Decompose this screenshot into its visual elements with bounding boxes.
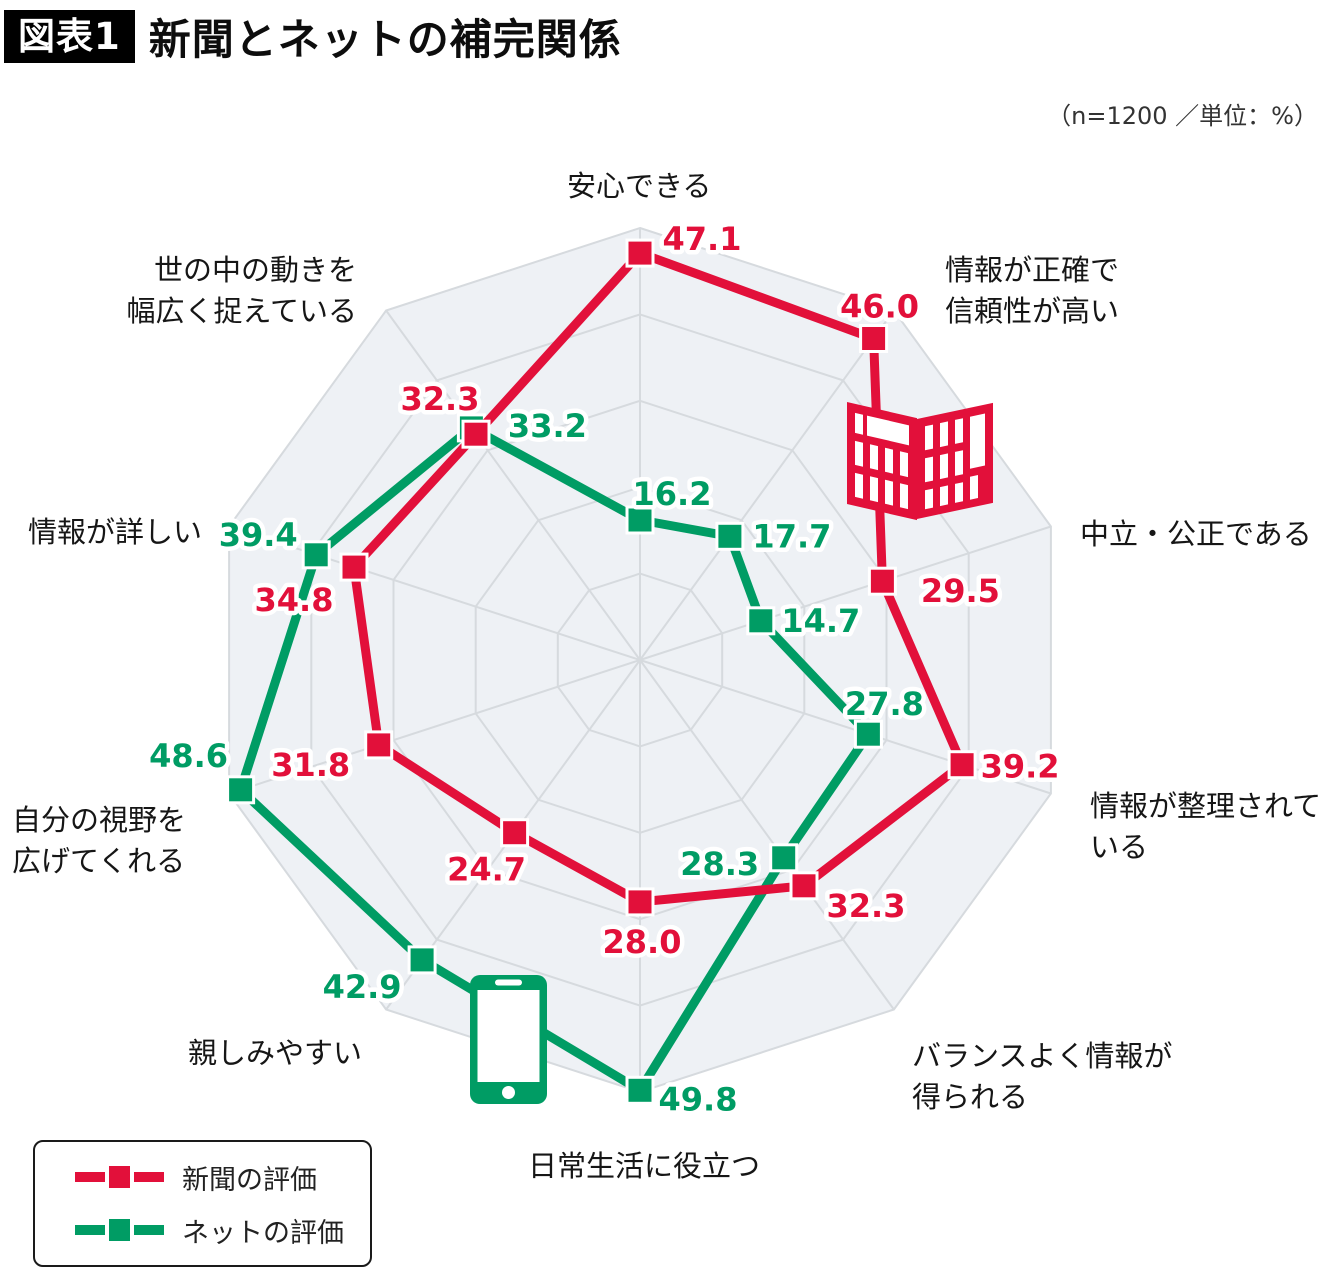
value-label-net-6: 42.9 xyxy=(323,968,402,1006)
value-label-newspaper-0: 47.1 xyxy=(663,220,742,258)
value-label-net-9: 33.2 xyxy=(508,407,587,445)
marker-net-3 xyxy=(853,719,883,749)
net-series-marker xyxy=(75,1219,164,1241)
axis-label-7: 自分の視野を 広げてくれる xyxy=(12,803,187,879)
grid-spoke-4 xyxy=(639,659,895,1011)
value-label-net-7: 48.6 xyxy=(149,737,228,775)
legend-label-net: ネットの評価 xyxy=(182,1217,344,1249)
value-label-newspaper-6: 24.7 xyxy=(447,851,526,889)
value-label-newspaper-7: 31.8 xyxy=(271,746,350,784)
value-label-newspaper-4: 32.3 xyxy=(827,887,906,925)
axis-label-6: 親しみやすい xyxy=(188,1036,363,1070)
marker-newspaper-5 xyxy=(625,887,655,917)
sample-size-note: （n=1200 ／単位：%） xyxy=(1047,102,1318,130)
grid-spoke-3 xyxy=(639,659,1052,795)
legend-item-net: ネットの評価 xyxy=(75,1211,370,1250)
marker-newspaper-7 xyxy=(364,730,394,760)
marker-net-1 xyxy=(715,521,745,551)
value-label-newspaper-8: 34.8 xyxy=(255,581,334,619)
value-label-net-5: 49.8 xyxy=(659,1080,738,1118)
marker-net-8 xyxy=(301,540,331,570)
axis-label-2: 中立・公正である xyxy=(1080,517,1312,551)
value-label-net-2: 14.7 xyxy=(781,602,860,640)
grid-spoke-1 xyxy=(639,309,895,661)
marker-net-5 xyxy=(625,1075,655,1105)
axis-label-4: バランスよく情報が 得られる xyxy=(912,1039,1173,1115)
marker-newspaper-6 xyxy=(500,818,530,848)
value-label-newspaper-5: 28.0 xyxy=(603,923,682,961)
value-label-net-8: 39.4 xyxy=(219,516,298,554)
axis-label-1: 情報が正確で 信頼性が高い xyxy=(945,253,1120,329)
grid-spoke-9 xyxy=(385,309,641,661)
legend-item-newspaper: 新聞の評価 xyxy=(75,1158,370,1197)
marker-newspaper-3 xyxy=(947,750,977,780)
legend-box: 新聞の評価 ネットの評価 xyxy=(33,1140,372,1267)
chart-header: 図表1 新聞とネットの補完関係 xyxy=(4,6,622,67)
grid-spoke-2 xyxy=(639,525,1052,661)
marker-newspaper-2 xyxy=(867,566,897,596)
smartphone-icon xyxy=(470,975,547,1104)
radar-grid xyxy=(228,226,1052,1094)
legend-label-newspaper: 新聞の評価 xyxy=(182,1164,317,1196)
marker-net-0 xyxy=(625,505,655,535)
axis-label-3: 情報が整理されて いる xyxy=(1090,789,1322,865)
grid-spoke-7 xyxy=(228,659,641,795)
axis-label-9: 世の中の動きを 幅広く捉えている xyxy=(126,253,357,329)
value-label-net-4: 28.3 xyxy=(680,845,759,883)
marker-newspaper-8 xyxy=(339,552,369,582)
marker-net-4 xyxy=(769,843,799,873)
marker-net-7 xyxy=(226,775,256,805)
grid-spoke-8 xyxy=(228,525,641,661)
value-labels: 47.1 46.0 29.5 39.2 32.3 28.0 24.7 31.8 34.8 32.3… xyxy=(145,216,1064,1123)
value-label-net-3: 27.8 xyxy=(845,685,924,723)
axis-label-8: 情報が詳しい xyxy=(28,515,203,549)
value-label-net-1: 17.7 xyxy=(752,517,831,555)
value-label-net-0: 16.2 xyxy=(633,475,712,513)
marker-newspaper-9 xyxy=(461,419,491,449)
axis-label-0: 安心できる xyxy=(567,169,712,203)
marker-net-6 xyxy=(407,945,437,975)
newspaper-series-marker xyxy=(75,1166,164,1188)
marker-newspaper-1 xyxy=(859,324,889,353)
newspaper-icon xyxy=(847,402,993,521)
marker-net-2 xyxy=(746,606,776,636)
figure-tag: 図表1 xyxy=(4,10,135,63)
marker-newspaper-4 xyxy=(789,871,819,901)
value-label-newspaper-1: 46.0 xyxy=(840,288,919,326)
marker-newspaper-0 xyxy=(625,238,655,268)
axis-label-5: 日常生活に役立つ xyxy=(528,1149,761,1183)
page-title: 新聞とネットの補完関係 xyxy=(148,15,622,64)
value-label-newspaper-3: 39.2 xyxy=(981,748,1060,786)
value-label-newspaper-2: 29.5 xyxy=(921,572,1000,610)
value-label-newspaper-9: 32.3 xyxy=(401,380,480,418)
